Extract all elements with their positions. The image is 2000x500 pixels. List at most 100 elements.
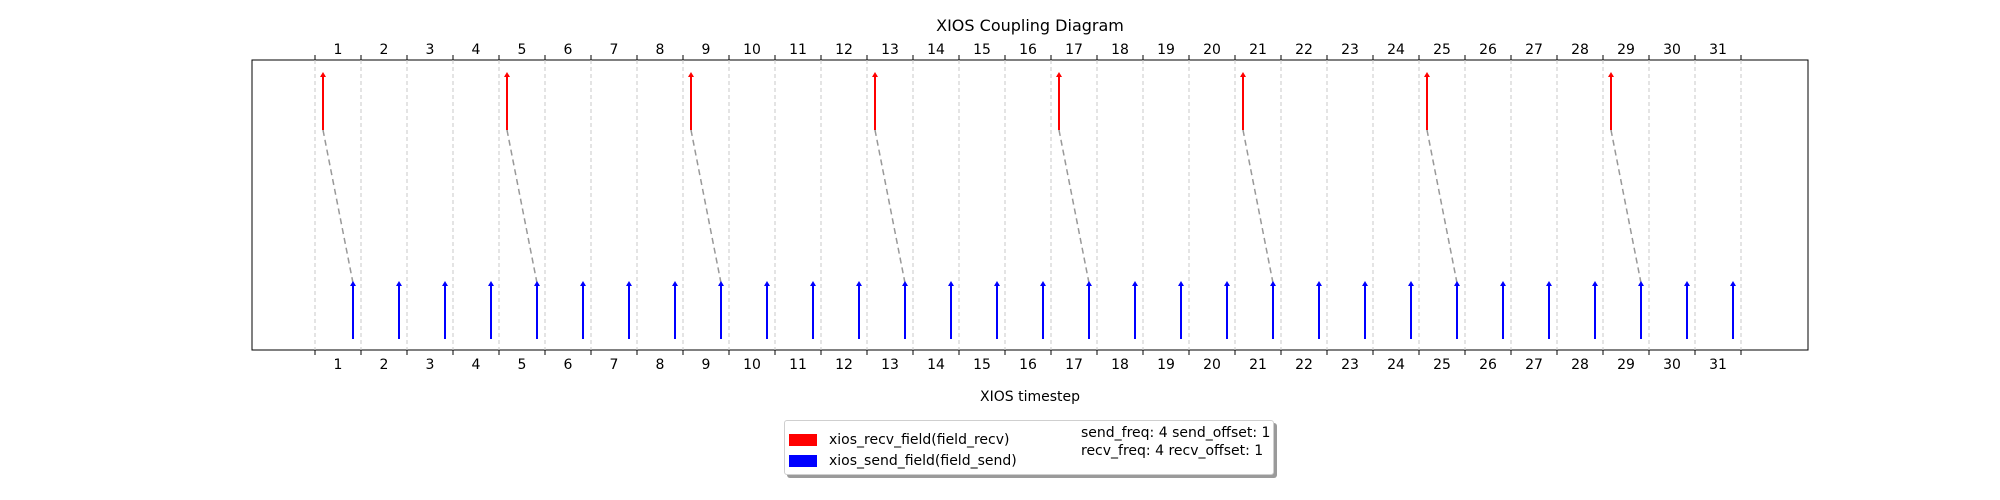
x-tick-label-bottom: 18 — [1111, 357, 1129, 373]
send-marker-arrowhead — [856, 281, 862, 286]
x-tick-label-top: 2 — [380, 42, 389, 58]
legend-label-recv: xios_recv_field(field_recv) — [829, 432, 1010, 448]
x-tick-label-bottom: 5 — [518, 357, 527, 373]
send-marker-arrowhead — [488, 281, 494, 286]
x-tick-label-top: 27 — [1525, 42, 1543, 58]
x-tick-label-bottom: 7 — [610, 357, 619, 373]
x-tick-label-top: 29 — [1617, 42, 1635, 58]
send-marker-arrowhead — [1178, 281, 1184, 286]
send-marker-arrowhead — [1454, 281, 1460, 286]
send-marker-arrowhead — [810, 281, 816, 286]
legend-swatch-recv — [789, 434, 817, 446]
send-marker-arrowhead — [534, 281, 540, 286]
x-tick-label-bottom: 2 — [380, 357, 389, 373]
legend-entry-recv: xios_recv_field(field_recv) — [789, 430, 1009, 450]
recv-marker-arrowhead — [1240, 72, 1246, 77]
send-marker-arrowhead — [1132, 281, 1138, 286]
recv-marker-arrowhead — [320, 72, 326, 77]
coupling-line — [874, 129, 906, 284]
coupling-line — [1610, 129, 1642, 284]
recv-markers — [320, 72, 1614, 130]
x-tick-label-top: 26 — [1479, 42, 1497, 58]
legend-swatch-send — [789, 455, 817, 467]
x-tick-label-top: 9 — [702, 42, 711, 58]
send-marker-arrowhead — [1500, 281, 1506, 286]
send-marker-arrowhead — [580, 281, 586, 286]
x-tick-label-top: 19 — [1157, 42, 1175, 58]
chart-title: XIOS Coupling Diagram — [936, 16, 1124, 35]
x-tick-label-bottom: 6 — [564, 357, 573, 373]
x-tick-label-top: 28 — [1571, 42, 1589, 58]
plot-frame — [251, 59, 1809, 351]
x-tick-label-top: 21 — [1249, 42, 1267, 58]
x-tick-label-bottom: 31 — [1709, 357, 1727, 373]
x-tick-label-bottom: 13 — [881, 357, 899, 373]
send-marker-arrowhead — [1362, 281, 1368, 286]
send-marker-arrowhead — [1408, 281, 1414, 286]
x-tick-label-top: 23 — [1341, 42, 1359, 58]
x-tick-label-top: 17 — [1065, 42, 1083, 58]
x-tick-label-bottom: 4 — [472, 357, 481, 373]
legend-note: send_freq: 4 send_offset: 1 recv_freq: 4… — [1081, 424, 1270, 460]
coupling-line — [1058, 129, 1090, 284]
x-tick-label-top: 10 — [743, 42, 761, 58]
x-tick-label-top: 1 — [334, 42, 343, 58]
x-tick-label-bottom: 30 — [1663, 357, 1681, 373]
send-marker-arrowhead — [672, 281, 678, 286]
send-marker-arrowhead — [626, 281, 632, 286]
x-tick-label-top: 18 — [1111, 42, 1129, 58]
x-tick-label-top: 12 — [835, 42, 853, 58]
x-ticks: 1122334455667788991010111112121313141415… — [314, 42, 1742, 373]
x-tick-label-top: 16 — [1019, 42, 1037, 58]
x-tick-label-bottom: 17 — [1065, 357, 1083, 373]
x-tick-label-bottom: 12 — [835, 357, 853, 373]
x-tick-label-bottom: 16 — [1019, 357, 1037, 373]
recv-marker-arrowhead — [1608, 72, 1614, 77]
coupling-line — [1426, 129, 1458, 284]
send-marker-arrowhead — [1316, 281, 1322, 286]
coupling-line — [690, 129, 722, 284]
send-marker-arrowhead — [1638, 281, 1644, 286]
x-tick-label-top: 6 — [564, 42, 573, 58]
send-marker-arrowhead — [1086, 281, 1092, 286]
recv-marker-arrowhead — [872, 72, 878, 77]
x-tick-label-top: 22 — [1295, 42, 1313, 58]
x-tick-label-bottom: 10 — [743, 357, 761, 373]
x-tick-label-bottom: 3 — [426, 357, 435, 373]
x-tick-label-top: 11 — [789, 42, 807, 58]
x-tick-label-bottom: 27 — [1525, 357, 1543, 373]
recv-marker-arrowhead — [504, 72, 510, 77]
coupling-line — [506, 129, 538, 284]
x-tick-label-top: 5 — [518, 42, 527, 58]
x-tick-label-bottom: 22 — [1295, 357, 1313, 373]
legend-label-send: xios_send_field(field_send) — [829, 453, 1017, 469]
send-marker-arrowhead — [1270, 281, 1276, 286]
x-tick-label-top: 3 — [426, 42, 435, 58]
send-marker-arrowhead — [350, 281, 356, 286]
x-tick-label-top: 20 — [1203, 42, 1221, 58]
send-marker-arrowhead — [1546, 281, 1552, 286]
x-tick-label-bottom: 11 — [789, 357, 807, 373]
x-tick-label-bottom: 26 — [1479, 357, 1497, 373]
x-tick-label-top: 4 — [472, 42, 481, 58]
x-tick-label-bottom: 23 — [1341, 357, 1359, 373]
send-marker-arrowhead — [948, 281, 954, 286]
send-marker-arrowhead — [764, 281, 770, 286]
coupling-line — [1242, 129, 1274, 284]
x-tick-label-bottom: 25 — [1433, 357, 1451, 373]
send-marker-arrowhead — [1592, 281, 1598, 286]
x-tick-label-top: 8 — [656, 42, 665, 58]
legend: xios_recv_field(field_recv) xios_send_fi… — [784, 420, 1274, 475]
send-marker-arrowhead — [1040, 281, 1046, 286]
x-tick-label-bottom: 1 — [334, 357, 343, 373]
x-tick-label-bottom: 24 — [1387, 357, 1405, 373]
x-tick-label-bottom: 20 — [1203, 357, 1221, 373]
x-tick-label-bottom: 21 — [1249, 357, 1267, 373]
x-tick-label-top: 30 — [1663, 42, 1681, 58]
x-tick-label-top: 15 — [973, 42, 991, 58]
send-marker-arrowhead — [1684, 281, 1690, 286]
x-tick-label-top: 14 — [927, 42, 945, 58]
send-marker-arrowhead — [396, 281, 402, 286]
recv-marker-arrowhead — [1056, 72, 1062, 77]
